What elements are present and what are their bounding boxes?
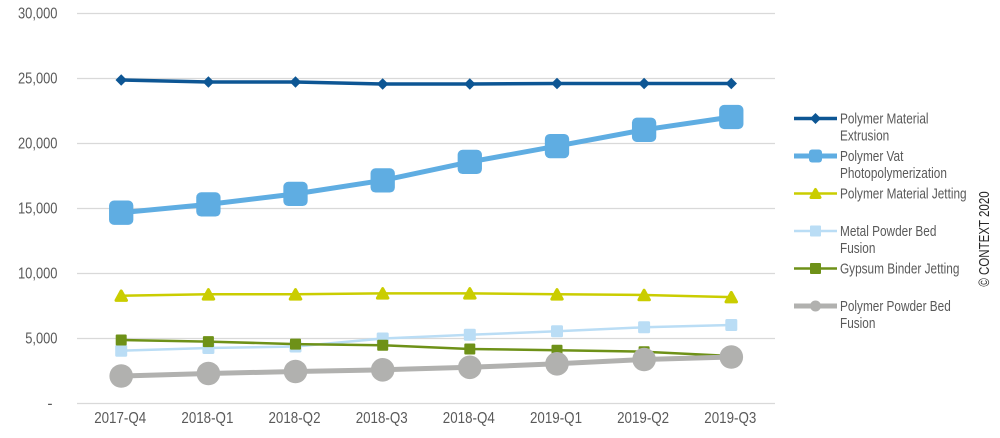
svg-text:Polymer Material: Polymer Material xyxy=(840,112,929,128)
svg-text:2019-Q2: 2019-Q2 xyxy=(617,410,669,427)
svg-text:2018-Q1: 2018-Q1 xyxy=(181,410,233,427)
svg-text:Polymer Powder Bed: Polymer Powder Bed xyxy=(840,299,951,315)
svg-text:Photopolymerization: Photopolymerization xyxy=(840,166,947,182)
svg-text:2018-Q4: 2018-Q4 xyxy=(443,410,495,427)
svg-text:5,000: 5,000 xyxy=(25,330,58,347)
svg-text:2018-Q3: 2018-Q3 xyxy=(356,410,408,427)
svg-text:Polymer Vat: Polymer Vat xyxy=(840,149,903,165)
svg-text:25,000: 25,000 xyxy=(18,70,58,87)
svg-text:© CONTEXT 2020: © CONTEXT 2020 xyxy=(976,191,993,286)
svg-text:10,000: 10,000 xyxy=(18,265,58,282)
svg-text:2017-Q4: 2017-Q4 xyxy=(94,410,146,427)
svg-text:Metal Powder Bed: Metal Powder Bed xyxy=(840,224,936,240)
svg-text:Extrusion: Extrusion xyxy=(840,129,889,145)
svg-text:15,000: 15,000 xyxy=(18,200,58,217)
svg-text:2019-Q1: 2019-Q1 xyxy=(530,410,582,427)
svg-text:Fusion: Fusion xyxy=(840,241,875,257)
svg-text:2018-Q2: 2018-Q2 xyxy=(269,410,321,427)
svg-text:20,000: 20,000 xyxy=(18,135,58,152)
svg-text:30,000: 30,000 xyxy=(18,5,58,22)
svg-text:Fusion: Fusion xyxy=(840,316,875,332)
svg-text:2019-Q3: 2019-Q3 xyxy=(704,410,756,427)
svg-text:Polymer Material Jetting: Polymer Material Jetting xyxy=(840,187,967,203)
svg-text:-: - xyxy=(47,395,52,412)
svg-text:Gypsum Binder Jetting: Gypsum Binder Jetting xyxy=(840,262,959,278)
